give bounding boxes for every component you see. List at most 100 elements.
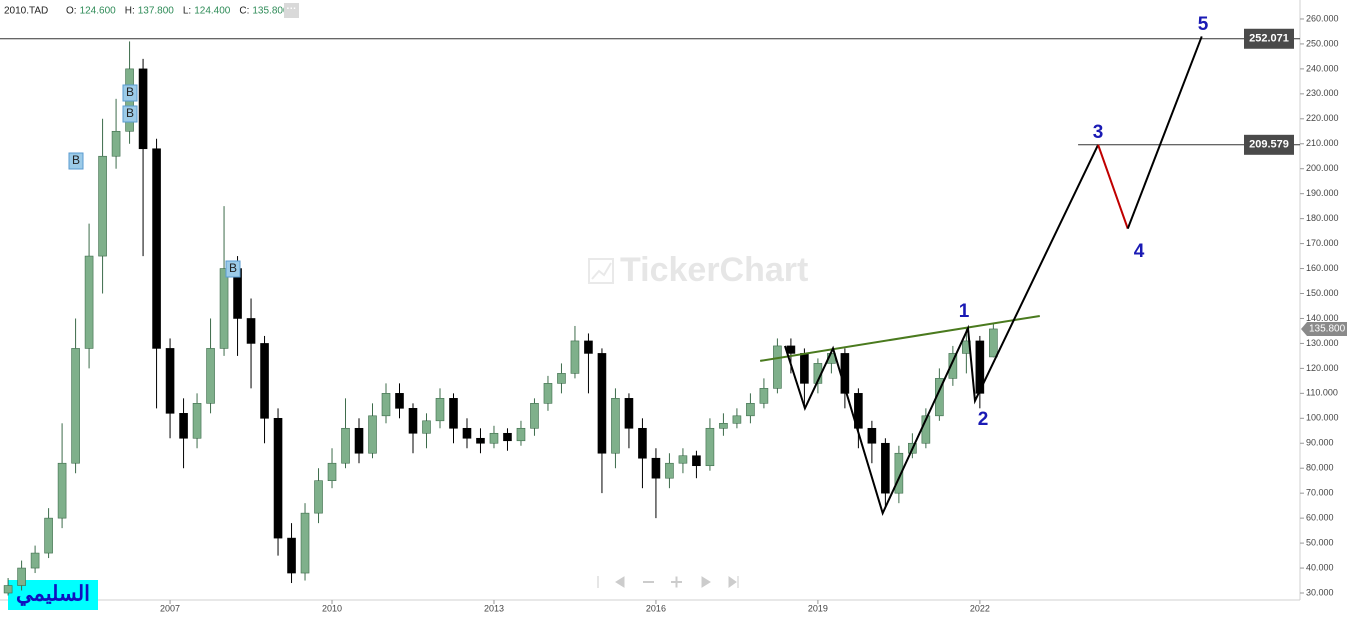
candle-body [624, 398, 634, 429]
candle-body [638, 427, 647, 459]
ohlc-value: 124.400 [194, 6, 231, 17]
y-tick-label: 220.000 [1306, 113, 1339, 123]
candle-body [597, 353, 607, 454]
y-tick-label: 90.000 [1306, 438, 1334, 448]
x-tick-label: 2016 [646, 603, 666, 613]
candle-body [165, 348, 175, 414]
x-tick-label: 2010 [322, 603, 342, 613]
y-tick-label: 260.000 [1306, 13, 1339, 23]
signal-label: B [72, 153, 80, 167]
candle-body [422, 420, 431, 434]
candle-body [975, 340, 985, 394]
candle-body [138, 68, 148, 150]
candle-body [219, 268, 229, 349]
candle-body [192, 403, 202, 439]
candle-body [327, 462, 337, 481]
level-label: 209.579 [1249, 139, 1289, 151]
candle-body [395, 393, 404, 409]
nav-controls [597, 576, 739, 588]
candle-body [530, 403, 539, 429]
last-price-label: 135.800 [1309, 324, 1346, 335]
candle-body [894, 452, 904, 494]
wave-label: 2 [978, 409, 989, 430]
candle-body [44, 517, 53, 554]
wave-label: 5 [1198, 14, 1209, 35]
wave-line [1097, 144, 1129, 229]
nav-right[interactable] [701, 576, 711, 588]
watermark-icon [588, 258, 614, 284]
ohlc-label: C: [239, 6, 249, 17]
y-tick-label: 180.000 [1306, 213, 1339, 223]
menu-button-text[interactable]: ··· [287, 4, 297, 15]
candle-body [476, 437, 485, 444]
candle-body [489, 432, 499, 444]
candle-body [300, 512, 310, 574]
wave-line [1126, 36, 1203, 229]
ohlc-value: 124.600 [80, 6, 117, 17]
signal-box [68, 152, 84, 170]
watermark-icon [591, 262, 612, 280]
candle-body [854, 393, 863, 429]
y-tick-label: 200.000 [1306, 163, 1339, 173]
y-tick-label: 110.000 [1306, 388, 1338, 398]
ohlc-label: H: [125, 6, 135, 17]
y-tick-label: 170.000 [1306, 238, 1339, 248]
candle-body [381, 393, 391, 417]
ohlc-label: L: [183, 6, 191, 17]
wave-line [784, 144, 1099, 516]
candle-body [152, 148, 161, 349]
wave-label: 1 [959, 301, 970, 322]
ohlc-value: 137.800 [138, 6, 175, 17]
watermark-text: TickerChart [620, 251, 808, 289]
level-label: 252.071 [1249, 33, 1289, 45]
level-box [1244, 134, 1294, 155]
candle-body [759, 388, 769, 404]
nav-end[interactable] [728, 576, 737, 588]
candle-body [3, 585, 13, 594]
header: 2010.TAD O: 124.600 H: 137.800 L: 124.400 C: 13… [4, 6, 289, 17]
x-tick-label: 2007 [160, 603, 180, 613]
y-tick-label: 160.000 [1306, 263, 1339, 273]
candle-body [881, 442, 890, 494]
ohlc-label: O: [66, 6, 77, 17]
x-tick-label: 2022 [970, 603, 990, 613]
candle-body [435, 398, 445, 422]
candle-body [287, 537, 296, 574]
level-box [1244, 28, 1294, 49]
nav-left[interactable] [615, 576, 625, 588]
candle-body [71, 348, 80, 464]
y-tick-label: 210.000 [1306, 138, 1339, 148]
y-tick-label: 230.000 [1306, 88, 1339, 98]
candle-body [354, 427, 364, 454]
candle-body [665, 462, 674, 479]
signal-label: B [126, 85, 134, 99]
candle-body [246, 318, 256, 344]
wave-label: 4 [1134, 241, 1145, 262]
signal-box [122, 105, 138, 123]
candle-body [989, 328, 998, 358]
candle-body [57, 462, 67, 519]
candle-body [314, 480, 323, 514]
x-tick-label: 2019 [808, 603, 828, 613]
y-tick-label: 30.000 [1306, 587, 1334, 597]
candle-body [746, 403, 755, 417]
signal-label: B [126, 106, 134, 120]
y-tick-label: 120.000 [1306, 363, 1339, 373]
candle-body [719, 422, 728, 429]
candle-body [543, 383, 553, 404]
wave-label: 3 [1093, 122, 1104, 143]
menu-button[interactable] [284, 3, 299, 18]
candle-body [867, 427, 877, 444]
candle-body [98, 155, 107, 257]
y-tick-label: 150.000 [1306, 288, 1339, 298]
ohlc-value: 135.800 [252, 6, 289, 17]
caption: السليمي [16, 583, 90, 607]
candle-body [341, 427, 350, 464]
candle-body [408, 408, 418, 434]
candle-body [462, 427, 472, 439]
y-tick-label: 70.000 [1306, 488, 1334, 498]
candle-body [692, 455, 701, 467]
candle-body [30, 552, 40, 569]
